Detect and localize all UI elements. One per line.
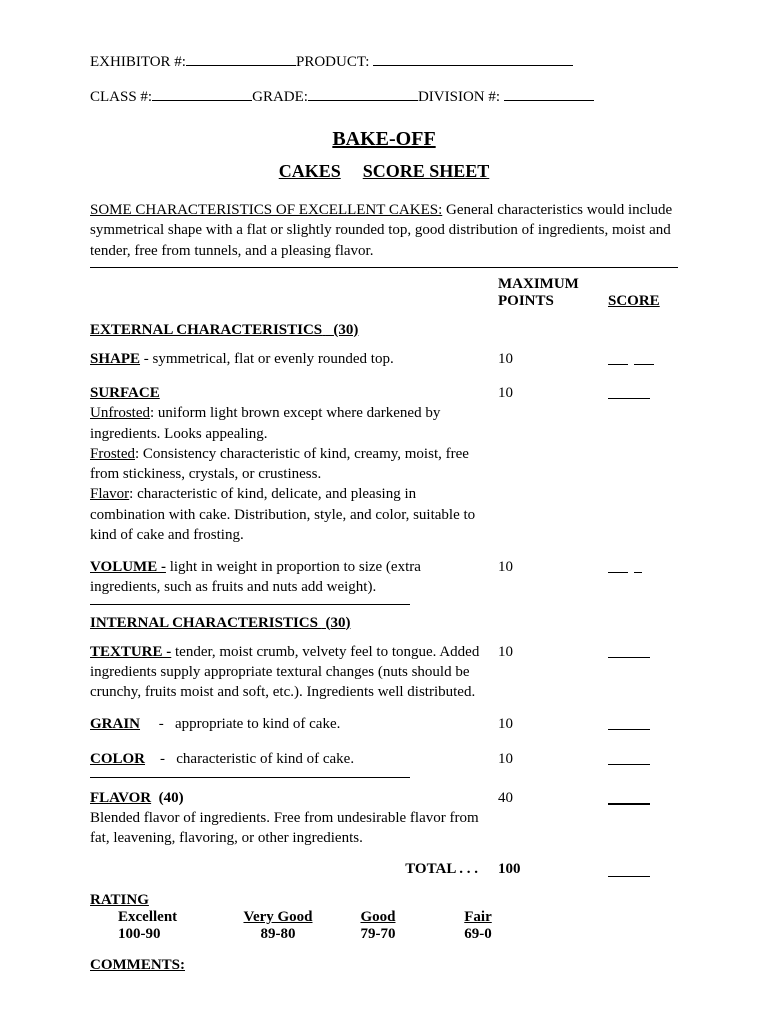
- column-headers: MAXIMUM POINTS SCORE: [90, 276, 678, 310]
- comments-label: COMMENTS:: [90, 957, 678, 974]
- exhibitor-label: EXHIBITOR #:: [90, 54, 186, 70]
- volume-label: VOLUME -: [90, 559, 166, 575]
- external-title-text: EXTERNAL CHARACTERISTICS: [90, 322, 322, 338]
- rating-ranges-row: 100-90 89-80 79-70 69-0: [118, 926, 678, 943]
- shape-desc: - symmetrical, flat or evenly rounded to…: [140, 351, 394, 367]
- divider-top: [90, 267, 678, 268]
- surface-points: 10: [498, 383, 608, 403]
- flavor-title: FLAVOR: [90, 790, 151, 806]
- division-label: DIVISION #:: [418, 89, 500, 105]
- rating-col-0-name: Excellent: [118, 909, 228, 926]
- item-flavor: FLAVOR (40) Blended flavor of ingredient…: [90, 788, 678, 849]
- header-line-1: EXHIBITOR #: PRODUCT:: [90, 50, 678, 71]
- exhibitor-blank[interactable]: [186, 50, 296, 66]
- surface-frosted-lbl: Frosted: [90, 446, 135, 462]
- external-points-label: (30): [333, 322, 358, 338]
- external-section-title: EXTERNAL CHARACTERISTICS (30): [90, 322, 678, 339]
- item-color: COLOR - characteristic of kind of cake. …: [90, 749, 678, 771]
- rating-col-1-range: 89-80: [228, 926, 328, 943]
- divider-mid-1: [90, 604, 410, 605]
- product-blank[interactable]: [373, 50, 573, 66]
- grade-label: GRADE:: [252, 89, 308, 105]
- rating-col-1-name: Very Good: [228, 909, 328, 926]
- class-blank[interactable]: [152, 85, 252, 101]
- color-score[interactable]: [608, 749, 678, 771]
- texture-label: TEXTURE -: [90, 644, 171, 660]
- internal-points-label: (30): [325, 615, 350, 631]
- score-header-text: SCORE: [608, 293, 660, 309]
- total-score[interactable]: [608, 861, 678, 882]
- flavor-desc: Blended flavor of ingredients. Free from…: [90, 810, 479, 846]
- grain-score[interactable]: [608, 714, 678, 736]
- class-label: CLASS #:: [90, 89, 152, 105]
- flavor-score[interactable]: [608, 788, 678, 811]
- internal-section-title: INTERNAL CHARACTERISTICS (30): [90, 615, 678, 632]
- intro-lead: SOME CHARACTERISTICS OF EXCELLENT CAKES:: [90, 202, 442, 218]
- main-title: BAKE-OFF: [90, 128, 678, 151]
- shape-score[interactable]: [608, 349, 678, 371]
- item-shape: SHAPE - symmetrical, flat or evenly roun…: [90, 349, 678, 371]
- texture-points: 10: [498, 642, 608, 662]
- grain-points: 10: [498, 714, 608, 734]
- shape-points: 10: [498, 349, 608, 369]
- internal-title-text: INTERNAL CHARACTERISTICS: [90, 615, 318, 631]
- rating-col-2-name: Good: [328, 909, 428, 926]
- rating-heading: RATING: [90, 892, 678, 909]
- grain-desc: - appropriate to kind of cake.: [140, 716, 340, 732]
- subtitle-right: SCORE SHEET: [363, 161, 490, 181]
- rating-col-3-range: 69-0: [428, 926, 528, 943]
- divider-mid-2: [90, 777, 410, 778]
- color-label: COLOR: [90, 751, 145, 767]
- rating-block: RATING Excellent Very Good Good Fair 100…: [90, 892, 678, 943]
- product-label: PRODUCT:: [296, 54, 369, 70]
- max-header-l1: MAXIMUM: [498, 276, 579, 292]
- max-header: MAXIMUM POINTS: [498, 276, 608, 310]
- page: EXHIBITOR #: PRODUCT: CLASS #: GRADE: DIVIS…: [0, 0, 768, 1014]
- flavor-points-label: (40): [159, 790, 184, 806]
- max-header-l2: POINTS: [498, 293, 554, 309]
- volume-points: 10: [498, 557, 608, 577]
- surface-label: SURFACE: [90, 385, 160, 401]
- surface-flavor-lbl: Flavor: [90, 486, 129, 502]
- surface-score[interactable]: [608, 383, 678, 405]
- division-blank[interactable]: [504, 85, 594, 101]
- surface-flavor-txt: : characteristic of kind, delicate, and …: [90, 486, 475, 543]
- rating-col-2-range: 79-70: [328, 926, 428, 943]
- header-line-2: CLASS #: GRADE: DIVISION #:: [90, 85, 678, 106]
- item-texture: TEXTURE - tender, moist crumb, velvety f…: [90, 642, 678, 703]
- texture-score[interactable]: [608, 642, 678, 664]
- surface-unfrosted-lbl: Unfrosted: [90, 405, 150, 421]
- total-points: 100: [498, 861, 608, 882]
- grade-blank[interactable]: [308, 85, 418, 101]
- item-volume: VOLUME - light in weight in proportion t…: [90, 557, 678, 598]
- surface-frosted-txt: : Consistency characteristic of kind, cr…: [90, 446, 469, 482]
- subtitle-left: CAKES: [279, 161, 341, 181]
- item-grain: GRAIN - appropriate to kind of cake. 10: [90, 714, 678, 736]
- shape-label: SHAPE: [90, 351, 140, 367]
- rating-col-0-range: 100-90: [118, 926, 228, 943]
- total-row: TOTAL . . . 100: [90, 861, 678, 882]
- rating-names-row: Excellent Very Good Good Fair: [118, 909, 678, 926]
- color-desc: - characteristic of kind of cake.: [145, 751, 354, 767]
- intro: SOME CHARACTERISTICS OF EXCELLENT CAKES:…: [90, 200, 678, 261]
- subtitle: CAKES SCORE SHEET: [90, 161, 678, 182]
- grain-label: GRAIN: [90, 716, 140, 732]
- total-label: TOTAL . . .: [405, 861, 478, 877]
- rating-col-3-name: Fair: [428, 909, 528, 926]
- flavor-points: 40: [498, 788, 608, 808]
- item-surface: SURFACE Unfrosted: uniform light brown e…: [90, 383, 678, 545]
- score-header: SCORE: [608, 276, 678, 310]
- color-points: 10: [498, 749, 608, 769]
- volume-score[interactable]: [608, 557, 678, 579]
